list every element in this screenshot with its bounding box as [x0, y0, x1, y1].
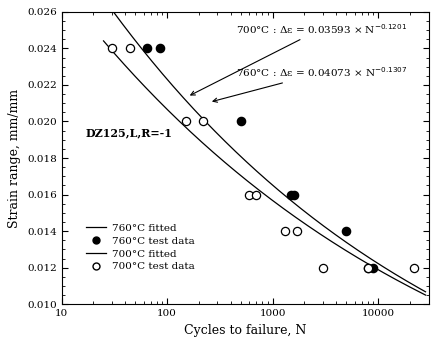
- Point: [319, 265, 326, 270]
- Point: [411, 265, 418, 270]
- Point: [291, 192, 298, 197]
- Point: [200, 119, 207, 124]
- Point: [127, 46, 134, 51]
- Point: [343, 228, 350, 234]
- Point: [370, 265, 377, 270]
- Y-axis label: Strain range, mm/mm: Strain range, mm/mm: [8, 88, 21, 228]
- Text: DZ125,L,R=-1: DZ125,L,R=-1: [85, 127, 172, 138]
- Point: [364, 265, 371, 270]
- Point: [294, 228, 301, 234]
- Point: [288, 192, 295, 197]
- Point: [253, 192, 260, 197]
- Point: [144, 46, 151, 51]
- Point: [364, 265, 371, 270]
- Point: [182, 119, 189, 124]
- Point: [156, 46, 163, 51]
- Legend: 760°C fitted, 760°C test data, 700°C fitted, 700°C test data: 760°C fitted, 760°C test data, 700°C fit…: [81, 219, 198, 276]
- X-axis label: Cycles to failure, N: Cycles to failure, N: [184, 324, 306, 337]
- Point: [246, 192, 253, 197]
- Point: [237, 119, 244, 124]
- Point: [281, 228, 288, 234]
- Text: 700°C : Δε = 0.03593 × N$^{-0.1201}$: 700°C : Δε = 0.03593 × N$^{-0.1201}$: [191, 22, 407, 95]
- Point: [108, 46, 115, 51]
- Text: 760°C : Δε = 0.04073 × N$^{-0.1307}$: 760°C : Δε = 0.04073 × N$^{-0.1307}$: [213, 66, 407, 102]
